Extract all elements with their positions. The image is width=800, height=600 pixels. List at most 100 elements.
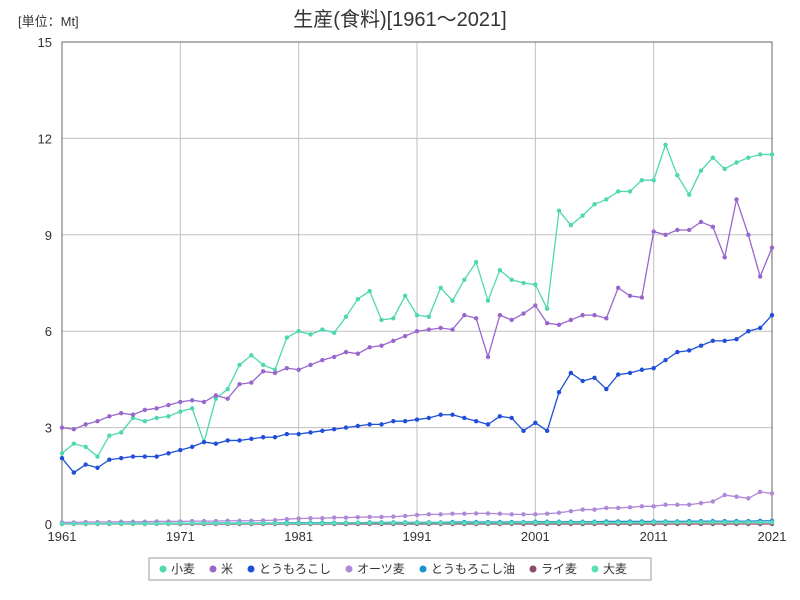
- series-marker: [521, 521, 525, 525]
- series-marker: [450, 413, 454, 417]
- series-marker: [225, 396, 229, 400]
- legend-marker: [248, 566, 255, 573]
- series-marker: [403, 419, 407, 423]
- series-marker: [237, 438, 241, 442]
- series-marker: [83, 462, 87, 466]
- series-marker: [651, 366, 655, 370]
- series-marker: [498, 521, 502, 525]
- series-marker: [166, 414, 170, 418]
- series-marker: [486, 422, 490, 426]
- series-marker: [367, 515, 371, 519]
- series-marker: [604, 506, 608, 510]
- series-marker: [711, 499, 715, 503]
- series-marker: [628, 294, 632, 298]
- series-marker: [675, 520, 679, 524]
- series-marker: [143, 521, 147, 525]
- series-marker: [580, 521, 584, 525]
- series-marker: [285, 366, 289, 370]
- series-marker: [95, 466, 99, 470]
- series-marker: [415, 513, 419, 517]
- series-marker: [379, 318, 383, 322]
- series-marker: [498, 313, 502, 317]
- series-marker: [474, 316, 478, 320]
- series-marker: [166, 451, 170, 455]
- series-marker: [403, 294, 407, 298]
- series-marker: [770, 152, 774, 156]
- series-marker: [498, 414, 502, 418]
- series-marker: [296, 368, 300, 372]
- series-marker: [545, 429, 549, 433]
- series-marker: [202, 400, 206, 404]
- series-marker: [60, 425, 64, 429]
- legend-marker: [346, 566, 353, 573]
- series-marker: [545, 521, 549, 525]
- series-marker: [403, 514, 407, 518]
- series-marker: [367, 422, 371, 426]
- series-marker: [569, 371, 573, 375]
- series-marker: [462, 521, 466, 525]
- series-marker: [72, 470, 76, 474]
- series-marker: [711, 520, 715, 524]
- unit-label: [単位：Mt]: [18, 14, 79, 29]
- series-marker: [699, 343, 703, 347]
- series-marker: [746, 329, 750, 333]
- series-marker: [308, 332, 312, 336]
- series-marker: [734, 197, 738, 201]
- series-marker: [604, 316, 608, 320]
- series-marker: [320, 327, 324, 331]
- series-marker: [60, 451, 64, 455]
- series-marker: [592, 376, 596, 380]
- series-marker: [770, 245, 774, 249]
- series-marker: [356, 424, 360, 428]
- legend-marker: [160, 566, 167, 573]
- series-marker: [628, 371, 632, 375]
- series-marker: [663, 233, 667, 237]
- series-marker: [640, 521, 644, 525]
- series-marker: [427, 315, 431, 319]
- series-marker: [344, 350, 348, 354]
- series-marker: [415, 313, 419, 317]
- series-marker: [616, 189, 620, 193]
- series-marker: [628, 189, 632, 193]
- series-marker: [285, 432, 289, 436]
- series-marker: [332, 515, 336, 519]
- series-marker: [758, 274, 762, 278]
- series-marker: [143, 454, 147, 458]
- series-marker: [521, 512, 525, 516]
- series-marker: [143, 408, 147, 412]
- series-marker: [344, 425, 348, 429]
- series-marker: [557, 323, 561, 327]
- series-marker: [285, 335, 289, 339]
- series-marker: [462, 416, 466, 420]
- series-marker: [592, 202, 596, 206]
- series-marker: [261, 521, 265, 525]
- series-marker: [296, 329, 300, 333]
- y-tick-label: 9: [45, 228, 52, 243]
- series-marker: [379, 422, 383, 426]
- series-marker: [616, 372, 620, 376]
- series-marker: [356, 351, 360, 355]
- series-marker: [296, 432, 300, 436]
- series-marker: [308, 430, 312, 434]
- series-marker: [533, 421, 537, 425]
- series-marker: [450, 512, 454, 516]
- series-marker: [746, 520, 750, 524]
- x-tick-label: 1981: [284, 529, 313, 544]
- series-marker: [628, 505, 632, 509]
- series-marker: [533, 282, 537, 286]
- series-marker: [415, 329, 419, 333]
- series-marker: [651, 520, 655, 524]
- series-marker: [261, 363, 265, 367]
- series-marker: [356, 521, 360, 525]
- series-marker: [367, 345, 371, 349]
- series-marker: [711, 155, 715, 159]
- series-marker: [699, 501, 703, 505]
- series-marker: [83, 521, 87, 525]
- series-marker: [438, 413, 442, 417]
- legend-marker: [592, 566, 599, 573]
- series-marker: [569, 223, 573, 227]
- series-marker: [663, 520, 667, 524]
- series-marker: [166, 521, 170, 525]
- series-marker: [379, 343, 383, 347]
- x-tick-label: 2001: [521, 529, 550, 544]
